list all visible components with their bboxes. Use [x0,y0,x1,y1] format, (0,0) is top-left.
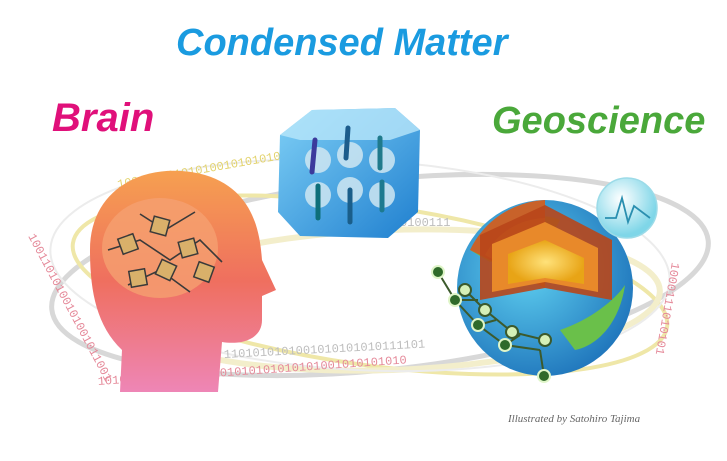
condensed-matter-title: Condensed Matter [176,22,508,64]
spin-cube-icon [278,108,420,238]
network-chain-icon [431,265,552,383]
human-head-icon [90,170,276,392]
signal-sphere-icon [596,177,658,239]
brain-title: Brain [52,96,155,140]
illustrator-credit: Illustrated by Satohiro Tajima [508,413,641,425]
earth-cutaway-icon [457,200,633,376]
geoscience-title: Geoscience [492,100,706,142]
binary-cube-arc: 0100111 [400,216,450,230]
